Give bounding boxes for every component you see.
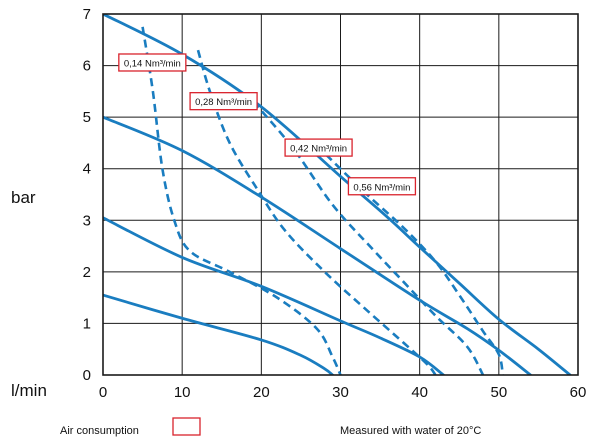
callout-box: [189, 92, 258, 111]
y-tick-label-2: 2: [83, 264, 91, 281]
pressure-curve-3: [103, 216, 445, 375]
legend-air-consumption-label: Air consumption: [60, 425, 139, 437]
callout-1: 0,14 Nm³/min: [118, 53, 187, 72]
y-tick-label-0: 0: [83, 367, 91, 384]
pressure-curve-1: [103, 14, 572, 375]
y-tick-label-7: 7: [83, 6, 91, 23]
x-axis-title: l/min: [11, 381, 47, 400]
air-consumption-curve-2: [196, 49, 437, 375]
callout-label: 0,14 Nm³/min: [124, 58, 181, 69]
x-tick-label-1: 10: [174, 384, 191, 401]
callouts: 0,14 Nm³/min 0,28 Nm³/min 0,42 Nm³/min 0,56…: [118, 53, 417, 196]
x-tick-label-4: 40: [411, 384, 428, 401]
ticks: 0 10 20 30 40 50 60 0 1 2 3 4 5 6 7: [83, 6, 587, 401]
y-tick-label-3: 3: [83, 212, 91, 229]
measured-note: Measured with water of 20°C: [340, 425, 481, 437]
x-tick-label-2: 20: [253, 384, 270, 401]
plot-frame: [102, 13, 579, 376]
callout-box: [347, 177, 417, 196]
pressure-curve-2: [103, 115, 532, 375]
callout-box: [118, 53, 187, 72]
callout-3: 0,42 Nm³/min: [284, 138, 353, 157]
air-consumption-curve-1: [141, 26, 342, 375]
callout-label: 0,42 Nm³/min: [290, 144, 347, 155]
callout-2: 0,28 Nm³/min: [189, 92, 258, 111]
y-axis-title: bar: [11, 188, 36, 207]
x-tick-label-6: 60: [570, 384, 587, 401]
y-tick-label-5: 5: [83, 109, 91, 126]
callout-box: [284, 138, 353, 157]
legend-air-consumption-swatch: [172, 417, 201, 436]
x-tick-label-0: 0: [99, 384, 107, 401]
callout-label: 0,28 Nm³/min: [195, 97, 252, 108]
pressure-curve-4: [103, 293, 334, 375]
callout-4: 0,56 Nm³/min: [347, 177, 417, 196]
x-tick-label-3: 30: [332, 384, 349, 401]
y-tick-label-4: 4: [83, 161, 91, 178]
y-tick-label-6: 6: [83, 58, 91, 75]
y-tick-label-1: 1: [83, 315, 91, 332]
callout-label: 0,56 Nm³/min: [353, 182, 410, 193]
x-tick-label-5: 50: [490, 384, 507, 401]
